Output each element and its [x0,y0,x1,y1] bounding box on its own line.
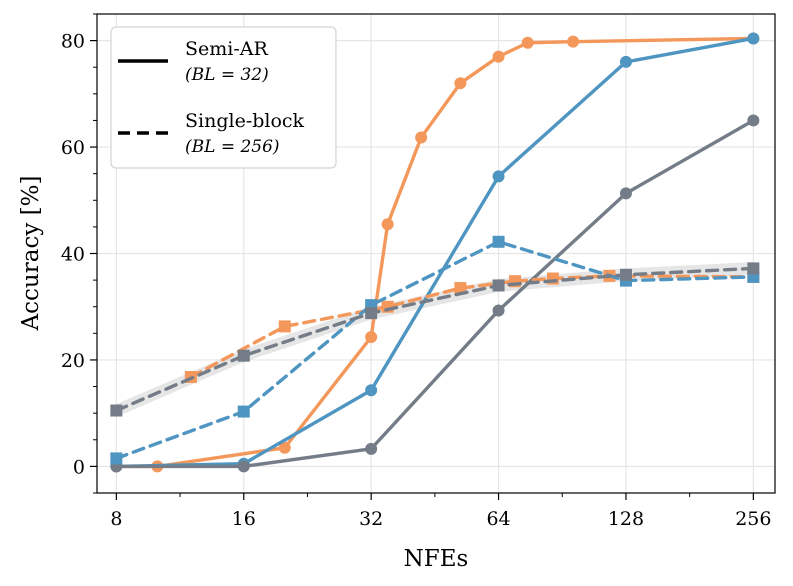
orange-semi-ar-point [381,218,394,231]
gray-semi-ar-point [365,442,378,455]
orange-semi-ar-point [365,331,378,344]
gray-single-block-point [747,262,760,275]
orange-semi-ar-point [521,36,534,49]
blue-semi-ar-point [365,384,378,397]
y-tick-label: 0 [73,456,85,478]
y-tick-label: 20 [61,350,85,372]
blue-semi-ar-point [492,170,505,183]
legend: Semi-AR (BL = 32) Single-block (BL = 256… [110,26,337,169]
x-tick-label: 128 [608,508,644,530]
orange-single-block-point [454,282,467,295]
gray-semi-ar-point [747,114,760,127]
gray-semi-ar-point [492,304,505,317]
x-tick-label: 16 [232,508,256,530]
blue-single-block-point [237,405,250,418]
blue-single-block-point [110,452,123,465]
axes: 8 16 32 64 128 256 0 20 40 60 80 [61,13,771,530]
x-tick-label: 256 [735,508,771,530]
gray-semi-ar-point [237,460,250,473]
series-group [110,32,760,473]
gray-single-block-line [114,266,756,413]
gray-semi-ar-point [619,187,632,200]
legend-label-semi-ar: Semi-AR [185,38,268,60]
y-axis-label: Accuracy [%] [18,176,44,332]
x-tick-label: 64 [486,508,510,530]
gray-single-block-point [492,279,505,292]
gray-single-block-point [365,307,378,320]
orange-semi-ar-point [454,77,467,90]
orange-semi-ar-point [492,50,505,63]
blue-semi-ar-line [114,36,756,469]
x-tick-label: 8 [110,508,122,530]
orange-single-block-point [278,320,291,333]
orange-semi-ar-point [567,35,580,48]
y-tick-label: 60 [61,137,85,159]
orange-semi-ar-point [415,131,428,144]
blue-single-block-line [114,240,756,461]
blue-single-block-point [492,235,505,248]
x-axis-label: NFEs [404,546,469,572]
legend-sublabel-single-block: (BL = 256) [185,137,280,157]
gray-single-block-point [237,349,250,362]
y-tick-label: 80 [61,31,85,53]
orange-semi-ar-point [278,441,291,454]
legend-label-single-block: Single-block [185,110,305,132]
legend-sublabel-semi-ar: (BL = 32) [185,65,269,85]
gray-semi-ar-line [114,118,756,469]
blue-semi-ar-point [619,55,632,68]
y-tick-label: 40 [61,244,85,266]
gray-single-block-point [619,268,632,281]
gray-single-block-point [110,404,123,417]
blue-semi-ar-point [747,32,760,45]
x-tick-label: 32 [359,508,383,530]
